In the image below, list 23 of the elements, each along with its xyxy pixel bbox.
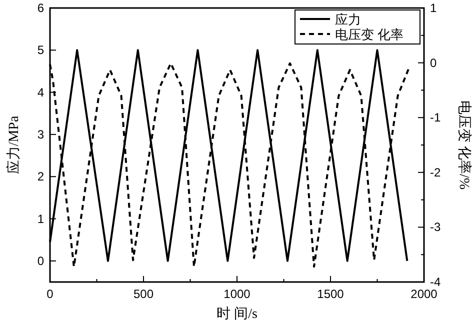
y2-tick-label: -2 <box>430 165 441 180</box>
y2-tick-label: 0 <box>430 56 437 70</box>
y-axis-title: 应力/MPa <box>6 115 22 174</box>
x-tick-label: 1500 <box>317 287 344 301</box>
y-tick-label: 2 <box>37 170 44 184</box>
y-tick-label: 4 <box>37 85 44 100</box>
y-tick-label: 5 <box>37 43 44 58</box>
y2-tick-label: -3 <box>430 220 441 234</box>
legend-label: 应力 <box>335 12 361 27</box>
y2-tick-label: 1 <box>430 1 437 15</box>
x-axis-title: 时 间/s <box>216 306 258 322</box>
y2-axis-title: 电压变 化率/% <box>456 100 472 190</box>
x-tick-label: 500 <box>133 287 154 301</box>
y-tick-label: 0 <box>37 254 44 268</box>
x-tick-label: 0 <box>46 287 54 301</box>
y-tick-label: 3 <box>37 127 44 142</box>
y-tick-label: 6 <box>37 1 44 15</box>
y-tick-label: 1 <box>37 212 44 226</box>
legend-label: 电压变 化率 <box>335 27 404 42</box>
x-tick-label: 1000 <box>224 287 251 301</box>
x-tick-label: 2000 <box>410 287 438 301</box>
y2-tick-label: -1 <box>430 110 441 125</box>
y2-tick-label: -4 <box>430 275 441 289</box>
